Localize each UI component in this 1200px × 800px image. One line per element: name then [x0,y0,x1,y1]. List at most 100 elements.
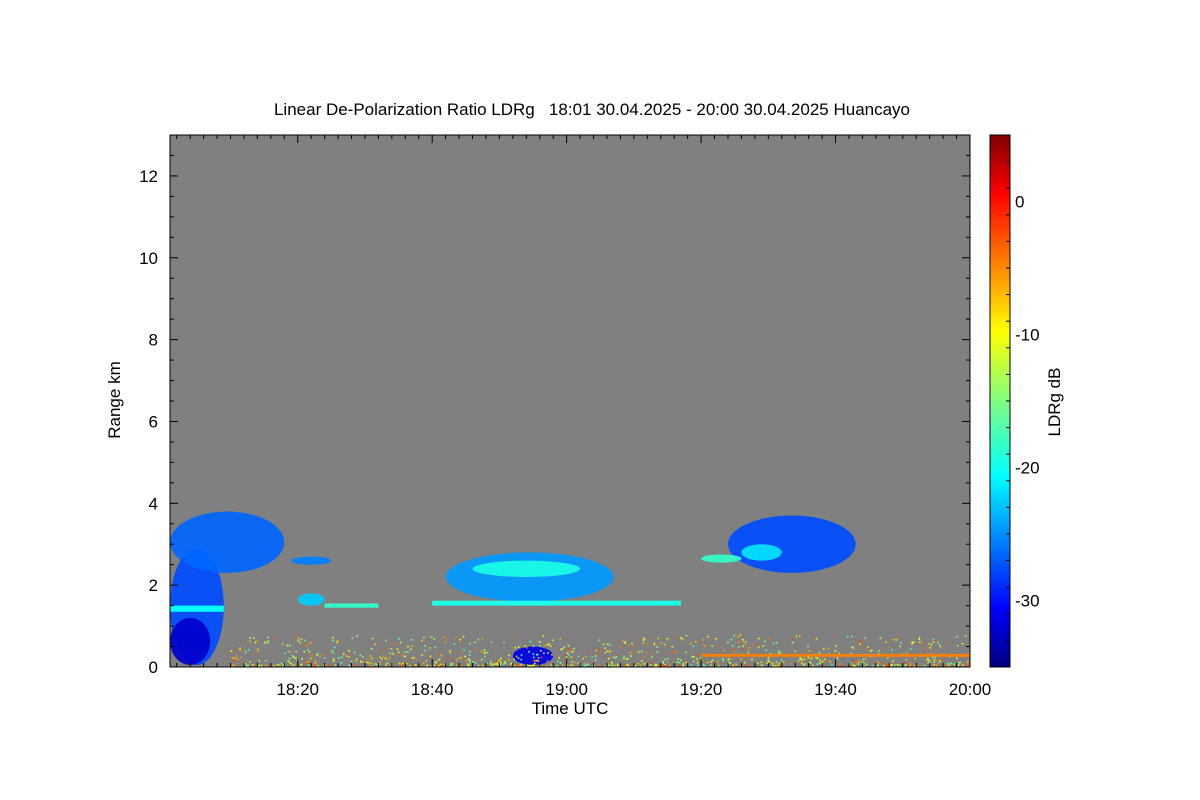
clutter-point [696,658,699,660]
clutter-point [626,657,629,660]
clutter-point [950,662,952,665]
clutter-point [645,662,647,665]
clutter-point [314,660,317,663]
clutter-point [317,664,320,667]
clutter-point [760,661,763,664]
clutter-point [313,664,316,667]
clutter-point [685,634,688,637]
clutter-point [717,660,719,663]
clutter-point [502,663,505,665]
clutter-point [608,650,610,652]
clutter-point [690,664,692,666]
clutter-point [429,636,432,638]
clutter-point [405,662,408,665]
clutter-point [606,643,609,645]
clutter-point [870,650,872,652]
clutter-point [967,664,970,667]
clutter-point [337,657,340,659]
clutter-point [646,643,649,646]
clutter-point [646,651,648,654]
clutter-point [452,661,455,664]
clutter-point [722,658,724,660]
clutter-point [577,655,580,658]
clutter-point [848,663,851,666]
clutter-point [449,650,451,652]
clutter-point [767,638,770,640]
clutter-point [877,664,879,667]
clutter-point [948,664,951,667]
clutter-point [651,656,653,658]
clutter-point [914,664,916,667]
clutter-point [769,652,772,655]
clutter-point [532,653,535,655]
clutter-point [772,642,775,645]
clutter-point [419,664,421,667]
clutter-point [909,661,912,664]
clutter-point [851,646,853,648]
clutter-point [410,638,413,641]
clutter-point [816,663,819,666]
clutter-point [332,637,334,639]
clutter-point [802,663,805,666]
clutter-point [500,657,502,660]
clutter-point [439,664,441,667]
clutter-point [822,659,824,661]
clutter-point [359,654,362,657]
clutter-point [790,663,793,665]
clutter-point [528,664,531,667]
clutter-point [885,663,888,666]
clutter-point [450,662,453,665]
clutter-point [397,651,400,654]
clutter-point [697,658,699,661]
clutter-point [573,664,576,667]
clutter-point [865,663,868,666]
clutter-point [694,641,697,643]
clutter-point [490,641,493,644]
clutter-point [319,655,321,658]
clutter-point [668,664,671,667]
clutter-point [664,663,667,666]
region-small-layer-19:21 [701,554,742,563]
clutter-point [742,648,744,650]
clutter-point [430,664,432,667]
clutter-point [337,640,339,642]
clutter-point [483,650,486,653]
clutter-point [534,659,537,662]
clutter-point [247,649,250,651]
clutter-point [508,654,510,657]
clutter-point [380,650,383,653]
clutter-point [585,656,587,658]
clutter-point [243,650,246,652]
clutter-point [539,641,541,643]
clutter-point [653,643,656,646]
clutter-point [385,639,387,642]
clutter-point [348,655,350,658]
clutter-point [267,636,269,639]
clutter-point [434,661,437,663]
clutter-point [467,662,470,664]
clutter-point [372,664,374,667]
clutter-point [547,661,549,663]
clutter-point [295,650,298,653]
clutter-point [730,638,733,641]
clutter-point [682,638,685,641]
clutter-point [273,664,275,667]
clutter-point [332,658,335,660]
clutter-point [467,658,470,660]
clutter-point [282,642,284,645]
clutter-point [444,637,447,639]
clutter-point [852,647,855,649]
clutter-point [816,657,819,660]
clutter-point [605,664,608,667]
clutter-point [379,656,382,659]
clutter-point [390,648,393,650]
clutter-point [297,640,300,642]
clutter-point [926,647,929,649]
clutter-point [499,664,502,666]
clutter-point [947,663,950,666]
clutter-point [927,657,929,660]
clutter-point [279,663,281,666]
clutter-point [348,664,350,667]
clutter-point [572,650,574,653]
clutter-point [818,651,821,654]
